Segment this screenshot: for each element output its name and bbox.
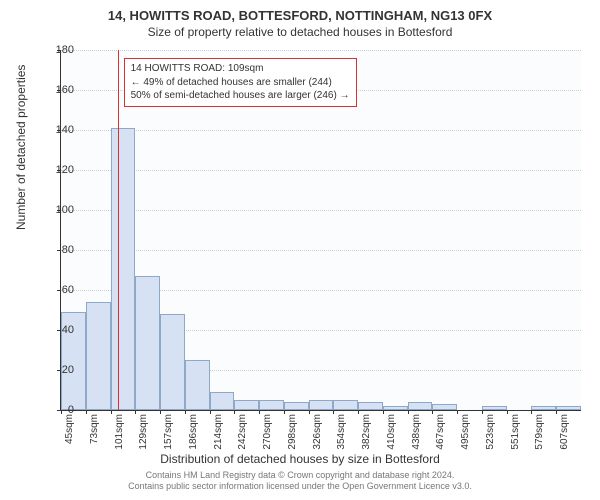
histogram-bar [135,276,160,410]
x-tick-label: 270sqm [262,414,273,450]
x-tick-label: 157sqm [163,414,174,450]
x-tick-mark [185,410,186,414]
x-tick-label: 467sqm [435,414,446,450]
histogram-bar [185,360,210,410]
callout-line-3: 50% of semi-detached houses are larger (… [131,89,350,103]
y-tick-label: 80 [44,244,74,256]
x-tick-label: 45sqm [64,414,75,444]
y-tick-label: 180 [44,44,74,56]
x-tick-mark [457,410,458,414]
x-tick-label: 495sqm [460,414,471,450]
y-axis-label: Number of detached properties [14,65,28,230]
histogram-bar [234,400,259,410]
x-tick-label: 551sqm [510,414,521,450]
y-tick-label: 100 [44,204,74,216]
y-tick-label: 0 [44,404,74,416]
x-tick-mark [333,410,334,414]
histogram-bar [86,302,111,410]
x-tick-label: 523sqm [485,414,496,450]
x-tick-mark [482,410,483,414]
callout-line-1: 14 HOWITTS ROAD: 109sqm [131,62,350,76]
x-tick-mark [210,410,211,414]
x-tick-mark [309,410,310,414]
histogram-bar [333,400,358,410]
x-tick-label: 438sqm [411,414,422,450]
y-tick-label: 40 [44,324,74,336]
plot-region: 45sqm73sqm101sqm129sqm157sqm186sqm214sqm… [60,50,581,411]
x-tick-mark [160,410,161,414]
x-tick-label: 129sqm [138,414,149,450]
x-tick-label: 101sqm [114,414,125,450]
footer-line-2: Contains public sector information licen… [128,481,472,491]
histogram-bar [408,402,433,410]
callout-line-2: ← 49% of detached houses are smaller (24… [131,76,350,90]
histogram-bar [210,392,235,410]
x-tick-mark [383,410,384,414]
histogram-bar [284,402,309,410]
x-tick-mark [432,410,433,414]
gridline [61,170,581,171]
x-tick-mark [408,410,409,414]
chart-area: 45sqm73sqm101sqm129sqm157sqm186sqm214sqm… [60,50,580,410]
x-tick-mark [556,410,557,414]
footer-line-1: Contains HM Land Registry data © Crown c… [146,470,455,480]
marker-line [118,50,119,410]
x-tick-label: 242sqm [237,414,248,450]
x-tick-label: 186sqm [188,414,199,450]
x-tick-label: 410sqm [386,414,397,450]
histogram-bar [482,406,507,410]
histogram-bar [309,400,334,410]
x-tick-label: 382sqm [361,414,372,450]
chart-title-sub: Size of property relative to detached ho… [0,23,600,39]
x-tick-label: 214sqm [213,414,224,450]
chart-title-main: 14, HOWITTS ROAD, BOTTESFORD, NOTTINGHAM… [0,0,600,23]
x-tick-label: 354sqm [336,414,347,450]
histogram-bar [259,400,284,410]
histogram-bar [111,128,136,410]
callout-box: 14 HOWITTS ROAD: 109sqm← 49% of detached… [124,58,357,107]
histogram-bar [358,402,383,410]
x-tick-mark [234,410,235,414]
gridline [61,50,581,51]
x-tick-mark [86,410,87,414]
x-tick-label: 579sqm [534,414,545,450]
y-tick-label: 120 [44,164,74,176]
y-tick-label: 160 [44,84,74,96]
x-tick-mark [111,410,112,414]
x-tick-mark [531,410,532,414]
x-tick-mark [135,410,136,414]
histogram-bar [383,406,408,410]
gridline [61,130,581,131]
y-tick-label: 20 [44,364,74,376]
x-tick-mark [358,410,359,414]
x-tick-mark [507,410,508,414]
y-tick-label: 60 [44,284,74,296]
histogram-bar [556,406,581,410]
chart-footer: Contains HM Land Registry data © Crown c… [0,470,600,493]
x-tick-label: 326sqm [312,414,323,450]
x-tick-mark [284,410,285,414]
x-tick-label: 607sqm [559,414,570,450]
histogram-bar [432,404,457,410]
x-axis-label: Distribution of detached houses by size … [0,452,600,466]
gridline [61,250,581,251]
x-tick-label: 73sqm [89,414,100,444]
x-tick-label: 298sqm [287,414,298,450]
histogram-bar [531,406,556,410]
y-tick-label: 140 [44,124,74,136]
x-tick-mark [259,410,260,414]
histogram-bar [160,314,185,410]
gridline [61,210,581,211]
